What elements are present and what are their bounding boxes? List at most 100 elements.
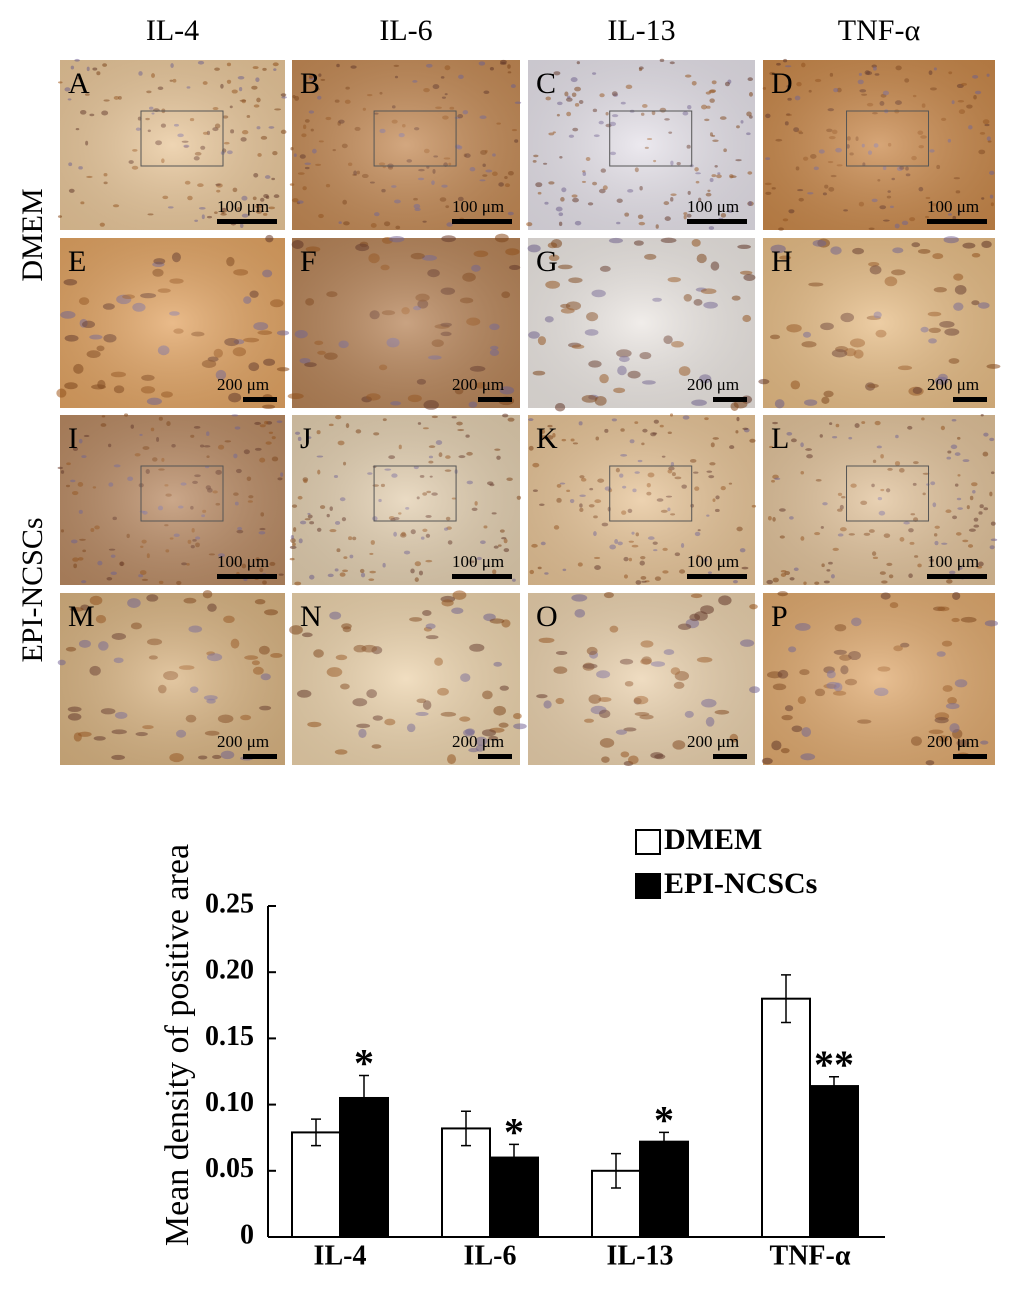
micrograph-grid: IL-4 IL-6 IL-13 TNF-α DMEM EPI-NCSCs A 100 μm B 1… (16, 14, 1001, 767)
error-bar (781, 974, 791, 1024)
x-tick-label: IL-13 (607, 1240, 674, 1271)
micrograph-shading (528, 60, 755, 230)
scale-bar (217, 574, 277, 579)
scale-label: 200 μm (687, 375, 739, 394)
x-tick-label: IL-4 (314, 1240, 367, 1271)
y-tick-label: 0.10 (205, 1087, 254, 1118)
scale-label: 100 μm (687, 197, 739, 216)
significance-mark: * (504, 1109, 524, 1154)
legend-label: EPI-NCSCs (664, 867, 817, 900)
error-bar (311, 1118, 321, 1147)
scale-bar (953, 754, 987, 759)
scale-label: 100 μm (687, 552, 739, 571)
scale-label: 100 μm (927, 552, 979, 571)
error-bar (829, 1076, 839, 1097)
panel-letter: M (68, 600, 95, 633)
bar (639, 1140, 689, 1238)
error-bar (611, 1152, 621, 1189)
row-label: DMEM (16, 188, 49, 281)
significance-mark: * (354, 1041, 374, 1086)
scale-label: 200 μm (217, 375, 269, 394)
legend-swatch (635, 873, 661, 899)
panel-letter: P (771, 600, 788, 633)
y-axis-label: Mean density of positive area (159, 844, 196, 1246)
scale-bar (927, 574, 987, 579)
panel-letter: H (771, 245, 793, 278)
legend-swatch (635, 829, 661, 855)
column-header: TNF-α (838, 14, 921, 47)
panel-letter: L (771, 422, 789, 455)
y-tick-label: 0.20 (205, 955, 254, 986)
scale-label: 100 μm (217, 552, 269, 571)
scale-bar (452, 219, 512, 224)
panel-letter: B (300, 67, 320, 100)
legend-label: DMEM (664, 823, 762, 856)
micrograph-shading (763, 60, 995, 230)
bar (761, 997, 811, 1238)
inset-box (140, 465, 224, 522)
scale-label: 200 μm (452, 732, 504, 751)
inset-box (373, 465, 457, 522)
scale-bar (217, 219, 277, 224)
panel-letter: J (300, 422, 312, 455)
panel-letter: G (536, 245, 558, 278)
scale-bar (478, 754, 512, 759)
inset-box (140, 110, 224, 167)
scale-label: 200 μm (927, 375, 979, 394)
scale-label: 200 μm (927, 732, 979, 751)
bar (809, 1085, 859, 1238)
inset-box (846, 465, 930, 522)
inset-box (373, 110, 457, 167)
scale-label: 100 μm (927, 197, 979, 216)
panel-letter: C (536, 67, 556, 100)
inset-box (609, 110, 693, 167)
error-bar (509, 1143, 519, 1172)
scale-label: 200 μm (452, 375, 504, 394)
panel-letter: I (68, 422, 78, 455)
bar (291, 1131, 341, 1239)
row-label: EPI-NCSCs (16, 517, 49, 662)
micrograph-shading (763, 238, 995, 408)
scale-label: 200 μm (217, 732, 269, 751)
micrograph-shading (763, 593, 995, 765)
inset-box (609, 465, 693, 522)
scale-bar (452, 574, 512, 579)
micrograph-shading (528, 593, 755, 765)
scale-bar (243, 397, 277, 402)
significance-mark: * (654, 1098, 674, 1143)
scale-bar (927, 219, 987, 224)
micrograph-shading (60, 415, 285, 585)
micrograph-shading (292, 415, 520, 585)
scale-bar (687, 574, 747, 579)
micrograph-shading (60, 593, 285, 765)
micrograph-shading (528, 238, 755, 408)
y-tick-label: 0.25 (205, 888, 254, 919)
y-tick-label: 0 (240, 1219, 254, 1250)
column-header: IL-6 (379, 14, 432, 47)
scale-bar (478, 397, 512, 402)
significance-mark: ** (814, 1042, 854, 1087)
micrograph-shading (60, 60, 285, 230)
column-header: IL-4 (146, 14, 199, 47)
panel-letter: K (536, 422, 558, 455)
column-header: IL-13 (607, 14, 675, 47)
scale-label: 100 μm (217, 197, 269, 216)
panel-letter: E (68, 245, 86, 278)
panel-letter: D (771, 67, 793, 100)
scale-bar (243, 754, 277, 759)
scale-label: 100 μm (452, 197, 504, 216)
scale-bar (687, 219, 747, 224)
micrograph-shading (60, 238, 285, 408)
panel-letter: A (68, 67, 90, 100)
panel-letter: N (300, 600, 322, 633)
scale-label: 100 μm (452, 552, 504, 571)
error-bar (461, 1110, 471, 1147)
y-tick-label: 0.05 (205, 1153, 254, 1184)
x-tick-label: IL-6 (464, 1240, 517, 1271)
y-tick-label: 0.15 (205, 1021, 254, 1052)
scale-bar (713, 754, 747, 759)
error-bar (659, 1131, 669, 1152)
micrograph-shading (763, 415, 995, 585)
micrograph-shading (292, 593, 520, 765)
